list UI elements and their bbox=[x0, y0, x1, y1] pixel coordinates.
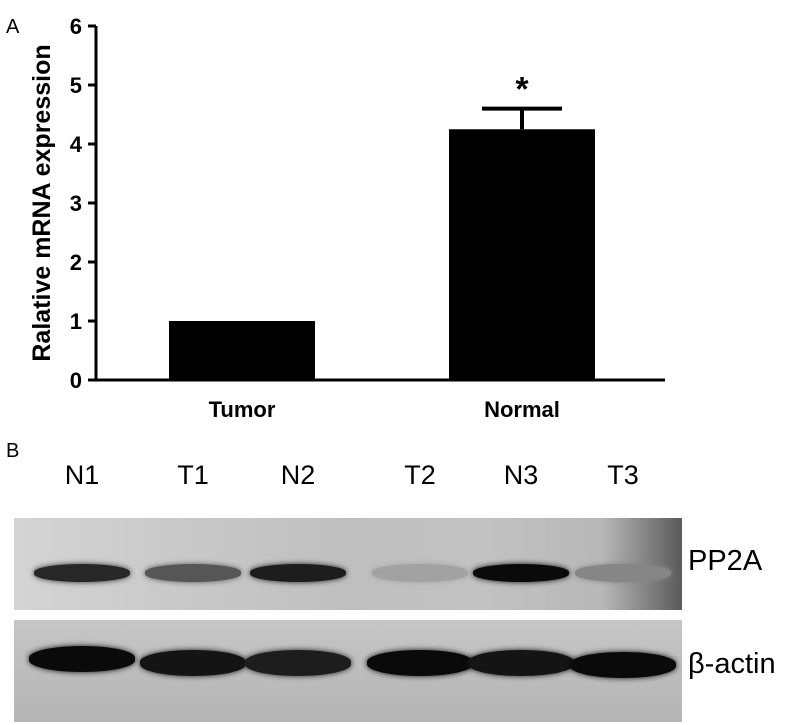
actin-label: β-actin bbox=[688, 648, 776, 680]
lane-label-t3: T3 bbox=[607, 460, 639, 490]
bar-normal bbox=[449, 129, 595, 380]
pp2a-label: PP2A bbox=[688, 545, 763, 577]
actin-band-t1 bbox=[140, 650, 246, 676]
actin-band-n1 bbox=[29, 646, 135, 672]
actin-blot bbox=[14, 620, 682, 722]
lane-label-n1: N1 bbox=[64, 460, 100, 490]
y-tick-label: 5 bbox=[70, 73, 82, 98]
bar-chart: 0 1 2 3 4 5 6 Ralative mRNA expression Tumor * Nor… bbox=[28, 14, 665, 422]
y-tick-label: 3 bbox=[70, 191, 82, 216]
panel-b-label: B bbox=[6, 440, 20, 462]
actin-band-t2 bbox=[367, 650, 473, 676]
y-tick-label: 2 bbox=[70, 250, 82, 275]
pp2a-band-n2 bbox=[250, 564, 346, 582]
x-tick-label: Tumor bbox=[209, 397, 276, 422]
y-tick-label: 1 bbox=[70, 309, 82, 334]
y-axis-label: Ralative mRNA expression bbox=[28, 44, 56, 361]
lane-label-n3: N3 bbox=[503, 460, 539, 490]
panel-a-label: A bbox=[6, 16, 20, 38]
actin-band-t3 bbox=[570, 652, 676, 678]
lane-label-n2: N2 bbox=[280, 460, 316, 490]
lane-label-t1: T1 bbox=[177, 460, 209, 490]
actin-band-n3 bbox=[468, 650, 574, 676]
y-tick-label: 0 bbox=[70, 368, 82, 393]
y-tick-label: 6 bbox=[70, 14, 82, 39]
pp2a-band-n1 bbox=[34, 564, 130, 582]
bar-tumor bbox=[169, 321, 315, 380]
pp2a-blot bbox=[14, 518, 682, 610]
significance-marker: * bbox=[515, 71, 529, 109]
actin-band-n2 bbox=[245, 650, 351, 676]
lane-label-t2: T2 bbox=[404, 460, 436, 490]
x-tick-label: Normal bbox=[484, 397, 560, 422]
pp2a-band-n3 bbox=[473, 564, 569, 582]
pp2a-band-t1 bbox=[145, 564, 241, 582]
y-tick-label: 4 bbox=[70, 132, 83, 157]
pp2a-band-t2 bbox=[372, 564, 468, 582]
pp2a-band-t3 bbox=[575, 564, 671, 582]
